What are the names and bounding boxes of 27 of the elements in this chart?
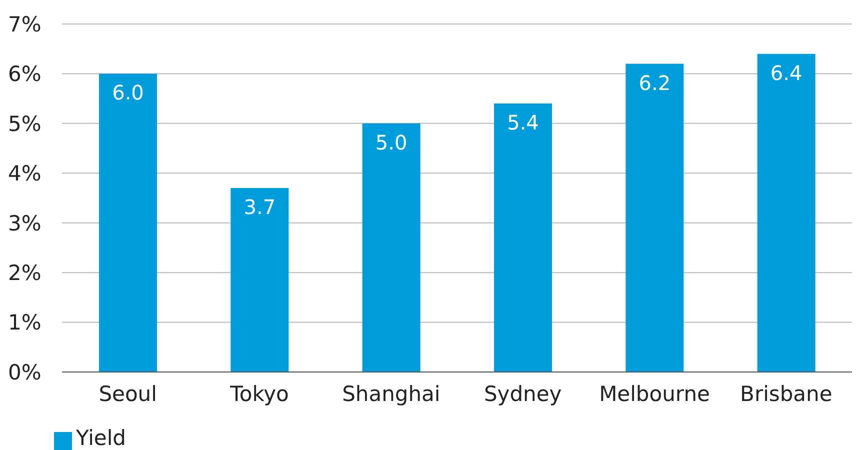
data-label: 6.0 (112, 80, 144, 105)
y-tick-label: 0% (8, 360, 42, 384)
bar (230, 188, 289, 372)
x-tick-label: Melbourne (599, 382, 710, 406)
x-tick-label: Sydney (484, 382, 562, 406)
y-tick-label: 2% (8, 261, 42, 286)
y-tick-label: 1% (8, 310, 42, 335)
legend-label: Yield (76, 426, 126, 450)
bar (494, 104, 552, 372)
data-label: 6.2 (638, 70, 671, 95)
data-label: 5.0 (375, 130, 408, 154)
data-label: 6.4 (770, 60, 802, 85)
bar (626, 64, 684, 372)
x-tick-label: Brisbane (740, 382, 832, 406)
x-tick-label: Shanghai (342, 382, 440, 406)
bar (362, 123, 420, 372)
bar (757, 54, 816, 372)
y-tick-label: 4% (8, 162, 42, 186)
x-tick-label: Tokyo (229, 382, 289, 406)
x-tick-label: Seoul (98, 382, 157, 406)
data-label: 3.7 (244, 195, 276, 220)
y-tick-label: 7% (8, 12, 42, 36)
y-tick-label: 5% (8, 112, 42, 136)
bar (99, 74, 157, 372)
y-tick-label: 6% (8, 62, 42, 86)
y-tick-label: 3% (8, 211, 42, 236)
data-label: 5.4 (507, 110, 539, 135)
